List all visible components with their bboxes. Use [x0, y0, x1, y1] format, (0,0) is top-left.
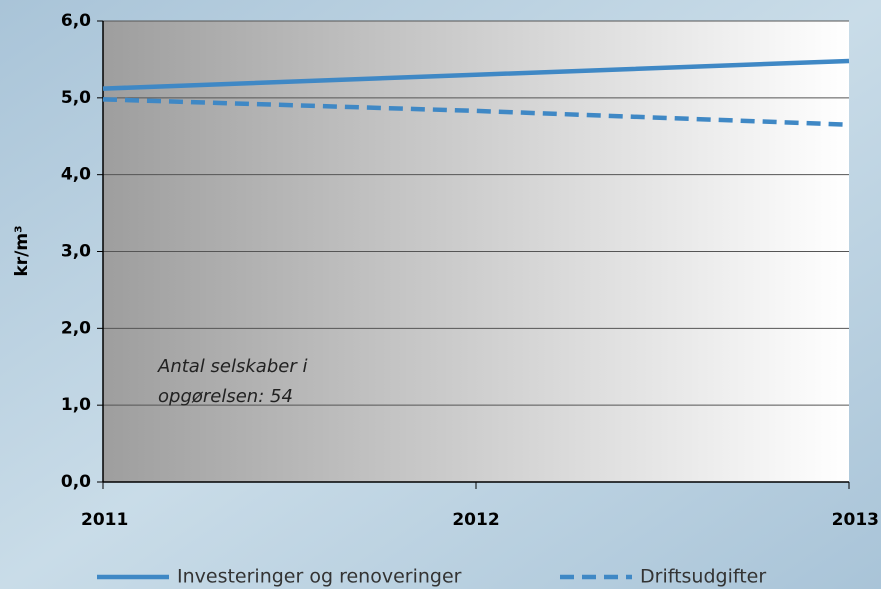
y-tick-label: 6,0 — [61, 11, 91, 31]
annotation: opgørelsen: 54 — [158, 386, 293, 407]
y-tick-label: 4,0 — [61, 165, 91, 185]
y-axis-label: kr/m³ — [12, 225, 32, 276]
line-series — [102, 58, 850, 91]
x-tick-label: 2012 — [452, 510, 499, 530]
line-series — [102, 97, 850, 127]
annotation: Antal selskaber i — [157, 356, 307, 377]
y-tick-label: 0,0 — [61, 472, 91, 492]
y-tick-label: 1,0 — [61, 395, 91, 415]
legend-label: Investeringer og renoveringer — [177, 566, 462, 588]
y-tick-label: 3,0 — [61, 242, 91, 262]
legend-label: Driftsudgifter — [640, 566, 766, 588]
y-tick-label: 5,0 — [61, 88, 91, 108]
x-tick-label: 2011 — [81, 510, 128, 530]
y-tick-label: 2,0 — [61, 318, 91, 338]
x-tick-label: 2013 — [832, 510, 879, 530]
